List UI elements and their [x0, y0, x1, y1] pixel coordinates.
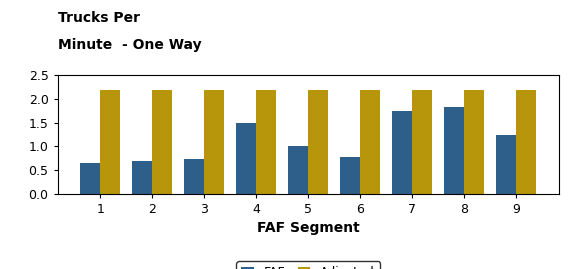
Bar: [497, 134, 516, 194]
Bar: [256, 90, 276, 194]
Text: Minute  - One Way: Minute - One Way: [58, 38, 201, 52]
Bar: [81, 163, 100, 194]
Bar: [100, 90, 120, 194]
Bar: [236, 123, 256, 194]
Bar: [289, 146, 308, 194]
Text: Trucks Per: Trucks Per: [58, 11, 139, 25]
Bar: [152, 90, 172, 194]
Bar: [445, 107, 464, 194]
Bar: [464, 90, 484, 194]
Bar: [516, 90, 536, 194]
Bar: [308, 90, 328, 194]
Bar: [204, 90, 224, 194]
Bar: [340, 157, 360, 194]
Bar: [392, 111, 412, 194]
X-axis label: FAF Segment: FAF Segment: [257, 221, 359, 235]
Legend: FAF, Adjusted: FAF, Adjusted: [236, 261, 380, 269]
Bar: [132, 161, 152, 194]
Bar: [360, 90, 380, 194]
Bar: [184, 159, 204, 194]
Bar: [412, 90, 432, 194]
